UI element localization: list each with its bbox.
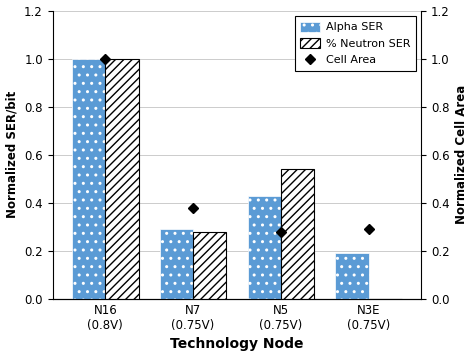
Bar [105,59,138,299]
Legend: Alpha SER, % Neutron SER, Cell Area: Alpha SER, % Neutron SER, Cell Area [295,16,416,71]
Bar [336,253,369,299]
X-axis label: Technology Node: Technology Node [170,337,304,351]
Bar [72,59,105,299]
Y-axis label: Normalized Cell Area: Normalized Cell Area [456,85,468,225]
Y-axis label: Normalized SER/bit: Normalized SER/bit [6,91,18,218]
Bar [160,229,193,299]
Bar [247,196,281,299]
Bar [193,232,227,299]
Bar [281,169,314,299]
